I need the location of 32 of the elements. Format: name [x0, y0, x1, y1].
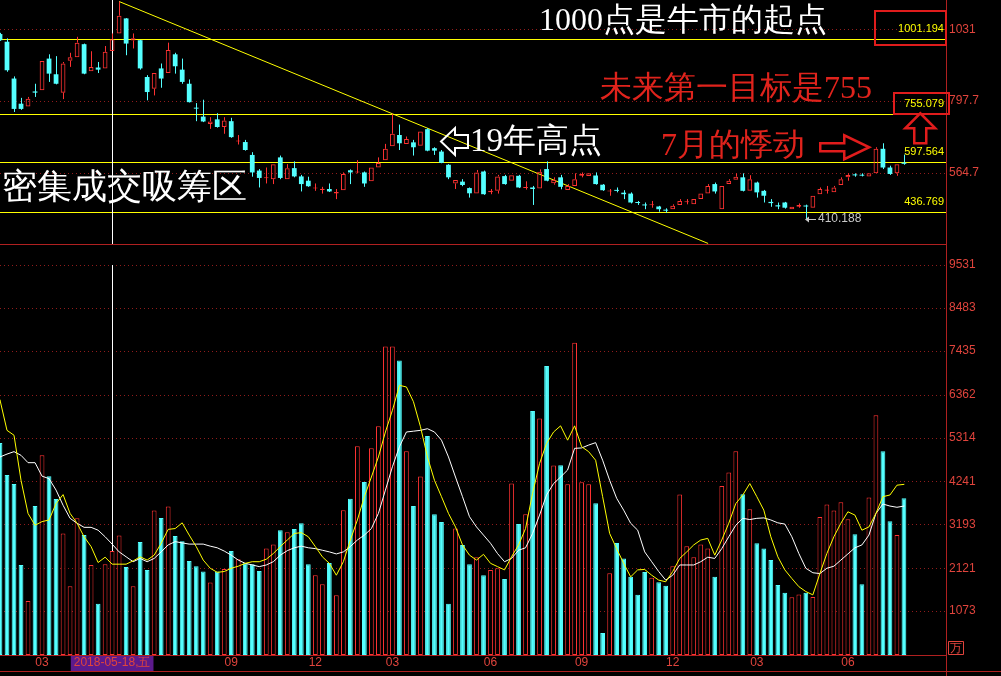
y-tick-label: 8483 — [949, 300, 977, 315]
annotation: 1000点是牛市的起点 — [539, 1, 827, 38]
x-tick-label: 03 — [385, 655, 400, 670]
x-tick-label: 06 — [841, 655, 855, 670]
y-tick-label: 1031 — [949, 21, 977, 36]
y-tick-label: 797.7 — [949, 93, 980, 108]
annotation: 19年高点 — [470, 121, 602, 158]
y-tick-label: 7435 — [949, 343, 977, 358]
y-tick-label: 1073 — [949, 603, 977, 618]
y-tick-label: 564.7 — [949, 164, 980, 179]
x-tick-label: 03 — [35, 655, 50, 670]
y-axis-title: 万 — [950, 640, 962, 655]
y-tick-label: 3193 — [949, 516, 977, 531]
x-tick-label: 12 — [666, 655, 680, 670]
x-tick-label: 06 — [483, 655, 498, 670]
ref-line-label: 755.079 — [904, 97, 944, 110]
y-tick-label: 2121 — [949, 560, 977, 575]
y-tick-label: 6362 — [949, 386, 977, 401]
x-tick-label: 2018-05-18,五 — [73, 655, 151, 670]
annotation: 7月的悸动 — [661, 126, 805, 163]
ref-line-label: 436.769 — [904, 194, 944, 207]
x-tick-label: 09 — [224, 655, 239, 670]
annotation: 未来第一目标是755 — [600, 69, 872, 106]
y-tick-label: 5314 — [949, 429, 977, 444]
y-tick-label: 4241 — [949, 473, 977, 488]
annotation: 410.188 — [818, 211, 862, 226]
x-tick-label: 09 — [574, 655, 589, 670]
ref-line-label: 597.564 — [904, 145, 944, 158]
ref-line-label: 1001.194 — [898, 21, 944, 34]
x-tick-label: 12 — [308, 655, 323, 670]
x-tick-label: 03 — [750, 655, 764, 670]
y-tick-label: 9531 — [949, 257, 977, 272]
